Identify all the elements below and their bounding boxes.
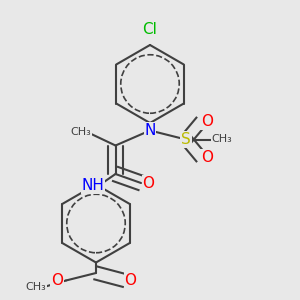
Text: CH₃: CH₃ [26,281,46,292]
Text: O: O [124,273,136,288]
Text: N: N [144,123,156,138]
Text: O: O [142,176,154,190]
Text: O: O [201,114,213,129]
Text: S: S [181,132,191,147]
Text: NH: NH [82,178,104,194]
Text: O: O [51,273,63,288]
Text: CH₃: CH₃ [70,127,92,137]
Text: O: O [201,150,213,165]
Text: Cl: Cl [142,22,158,38]
Text: CH₃: CH₃ [212,134,233,145]
